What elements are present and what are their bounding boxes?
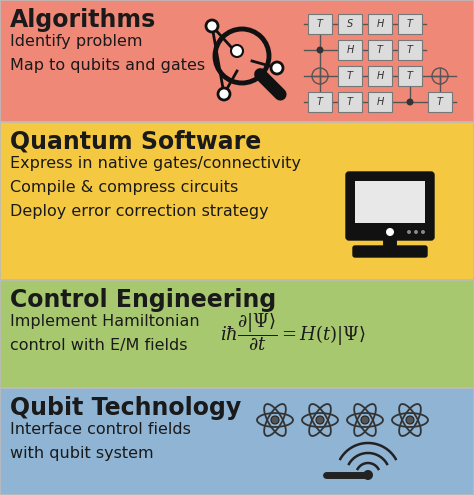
Circle shape <box>206 20 218 32</box>
Circle shape <box>271 62 283 74</box>
Text: Quantum Software: Quantum Software <box>10 130 261 154</box>
Text: T: T <box>347 71 353 81</box>
Text: H: H <box>376 71 383 81</box>
Circle shape <box>231 45 243 57</box>
Bar <box>368 40 392 60</box>
Circle shape <box>317 47 323 53</box>
Text: Map to qubits and gates: Map to qubits and gates <box>10 58 205 73</box>
Circle shape <box>421 230 425 234</box>
Bar <box>338 92 362 112</box>
Text: Implement Hamiltonian: Implement Hamiltonian <box>10 314 200 329</box>
Circle shape <box>386 228 394 236</box>
Text: Deploy error correction strategy: Deploy error correction strategy <box>10 204 269 219</box>
Bar <box>308 92 332 112</box>
Bar <box>398 40 422 60</box>
Bar <box>398 14 422 34</box>
Bar <box>0 388 474 495</box>
Bar <box>0 0 474 122</box>
Circle shape <box>316 416 324 424</box>
Text: Compile & compress circuits: Compile & compress circuits <box>10 180 238 195</box>
Bar <box>338 14 362 34</box>
Circle shape <box>218 88 230 100</box>
Text: T: T <box>347 97 353 107</box>
Bar <box>0 122 474 280</box>
Bar <box>355 181 425 223</box>
Text: T: T <box>437 97 443 107</box>
Bar <box>308 14 332 34</box>
Bar <box>338 66 362 86</box>
Bar <box>368 66 392 86</box>
Text: $i\hbar\dfrac{\partial|\Psi\rangle}{\partial t} = H(t)|\Psi\rangle$: $i\hbar\dfrac{\partial|\Psi\rangle}{\par… <box>220 311 366 353</box>
Text: Algorithms: Algorithms <box>10 8 156 32</box>
Circle shape <box>407 230 411 234</box>
Text: Express in native gates/connectivity: Express in native gates/connectivity <box>10 156 301 171</box>
Circle shape <box>414 230 418 234</box>
Bar <box>368 92 392 112</box>
Bar <box>368 14 392 34</box>
Bar <box>0 280 474 388</box>
Text: with qubit system: with qubit system <box>10 446 154 461</box>
Circle shape <box>271 416 279 424</box>
Text: T: T <box>407 45 413 55</box>
Text: Identify problem: Identify problem <box>10 34 143 49</box>
Text: H: H <box>376 19 383 29</box>
Text: T: T <box>377 45 383 55</box>
Circle shape <box>407 99 413 105</box>
FancyBboxPatch shape <box>346 172 434 240</box>
Text: S: S <box>347 19 353 29</box>
Text: T: T <box>317 97 323 107</box>
FancyBboxPatch shape <box>353 246 427 257</box>
Text: Qubit Technology: Qubit Technology <box>10 396 241 420</box>
Text: T: T <box>407 71 413 81</box>
Bar <box>338 40 362 60</box>
Text: Interface control fields: Interface control fields <box>10 422 191 437</box>
Circle shape <box>361 416 369 424</box>
Text: T: T <box>317 19 323 29</box>
Text: control with E/M fields: control with E/M fields <box>10 338 188 353</box>
Text: H: H <box>376 97 383 107</box>
Circle shape <box>363 470 373 480</box>
Circle shape <box>406 416 414 424</box>
Text: T: T <box>407 19 413 29</box>
Text: H: H <box>346 45 354 55</box>
Bar <box>398 66 422 86</box>
Bar <box>428 92 452 112</box>
Text: Control Engineering: Control Engineering <box>10 288 276 312</box>
